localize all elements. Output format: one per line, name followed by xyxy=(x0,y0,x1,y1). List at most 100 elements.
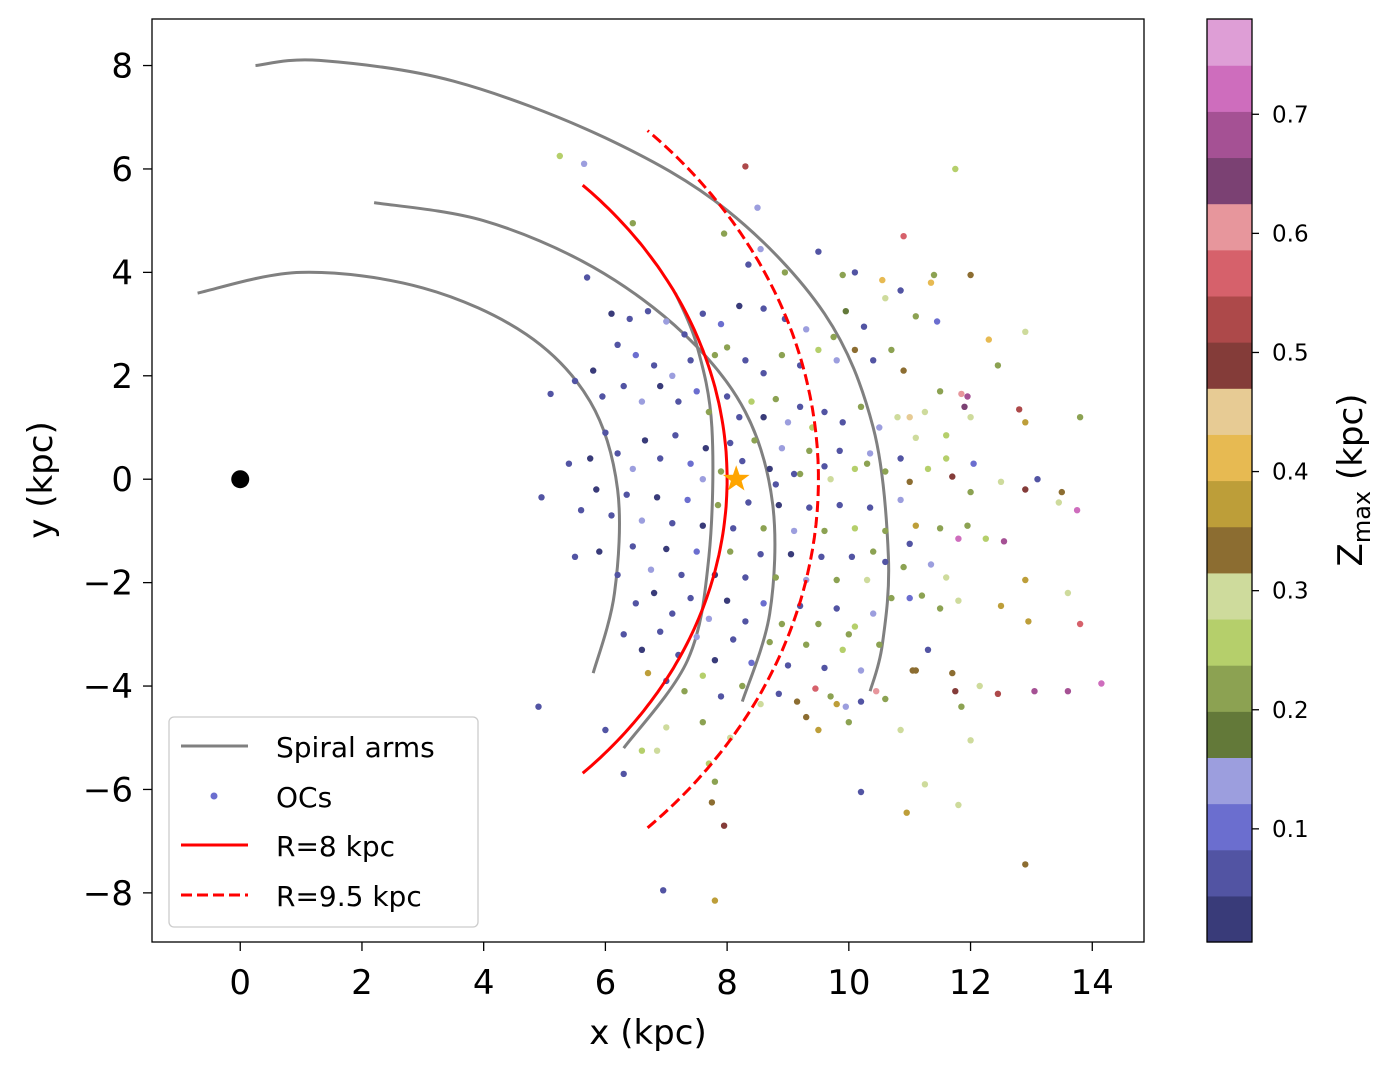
oc-point-277 xyxy=(964,522,971,529)
oc-point-194 xyxy=(918,592,926,599)
oc-point-15 xyxy=(927,279,935,286)
oc-point-12 xyxy=(839,271,846,279)
colorbar-tick-label-2: 0.3 xyxy=(1272,579,1309,605)
oc-point-134 xyxy=(699,522,706,529)
oc-point-221 xyxy=(976,682,983,690)
oc-point-239 xyxy=(897,726,904,734)
oc-point-69 xyxy=(760,414,767,421)
oc-point-274 xyxy=(943,432,950,439)
legend-label-r8: R=8 kpc xyxy=(276,830,395,863)
oc-point-19 xyxy=(882,295,889,302)
oc-point-113 xyxy=(882,468,889,475)
oc-point-7 xyxy=(720,230,728,237)
oc-point-264 xyxy=(720,822,728,829)
oc-point-17 xyxy=(967,271,974,279)
oc-point-103 xyxy=(739,457,746,465)
oc-point-5 xyxy=(900,233,907,240)
radius-circle-2 xyxy=(646,129,820,829)
oc-point-207 xyxy=(711,657,719,664)
oc-point-119 xyxy=(997,478,1005,485)
colorbar-tick-label-1: 0.2 xyxy=(1272,698,1309,724)
oc-point-22 xyxy=(985,336,992,343)
colorbar-tick-label-5: 0.6 xyxy=(1272,221,1309,247)
oc-point-176 xyxy=(943,574,950,581)
oc-point-34 xyxy=(681,331,688,338)
colorbar-segment-14 xyxy=(1207,249,1252,297)
oc-point-40 xyxy=(614,341,621,348)
plot-frame xyxy=(151,18,1145,943)
oc-point-56 xyxy=(900,367,907,374)
oc-point-83 xyxy=(964,393,971,400)
oc-point-120 xyxy=(1022,486,1029,493)
oc-point-259 xyxy=(857,788,865,796)
oc-point-30 xyxy=(760,305,767,312)
oc-point-105 xyxy=(766,465,773,473)
oc-point-8 xyxy=(745,261,752,268)
oc-point-37 xyxy=(626,315,633,323)
oc-point-13 xyxy=(851,269,859,276)
y-tick-label-0: −8 xyxy=(83,874,133,914)
colorbar-frame xyxy=(1206,18,1253,943)
colorbar-segment-19 xyxy=(1207,19,1252,66)
oc-point-127 xyxy=(593,486,600,493)
oc-point-234 xyxy=(827,693,834,700)
oc-point-237 xyxy=(873,688,880,695)
legend: Spiral arms OCs R=8 kpc R=9.5 kpc xyxy=(168,716,479,928)
oc-point-6 xyxy=(629,220,636,227)
colorbar-tick-label-3: 0.4 xyxy=(1272,460,1309,486)
y-tick-label-6: 4 xyxy=(111,253,133,293)
oc-point-80 xyxy=(921,408,929,416)
y-tick-label-5: 2 xyxy=(111,357,133,397)
colorbar-segment-1 xyxy=(1207,849,1252,897)
y-tick-label-7: 6 xyxy=(111,150,133,190)
colorbar-label: Zmax (kpc) xyxy=(1331,394,1376,567)
oc-point-32 xyxy=(717,320,725,328)
oc-point-151 xyxy=(982,535,989,542)
oc-point-162 xyxy=(693,548,700,555)
x-axis: 0 2 4 6 8 10 12 14 xyxy=(229,942,1114,1003)
oc-point-77 xyxy=(876,424,883,431)
oc-point-42 xyxy=(650,362,658,369)
oc-point-235 xyxy=(842,703,849,710)
oc-point-218 xyxy=(924,646,932,653)
oc-point-0 xyxy=(556,152,563,160)
oc-point-266 xyxy=(660,887,667,894)
oc-point-172 xyxy=(848,553,856,560)
oc-point-238 xyxy=(882,695,889,703)
y-tick-label-2: −4 xyxy=(83,667,133,707)
oc-point-195 xyxy=(936,605,944,612)
oc-point-93 xyxy=(602,429,609,436)
oc-point-185 xyxy=(760,600,767,607)
oc-point-210 xyxy=(766,638,773,646)
oc-point-273 xyxy=(863,460,871,467)
oc-point-167 xyxy=(772,574,779,581)
oc-point-63 xyxy=(675,398,682,405)
oc-point-49 xyxy=(778,351,786,359)
oc-point-122 xyxy=(1058,488,1066,496)
oc-point-24 xyxy=(994,362,1002,369)
oc-point-60 xyxy=(620,382,627,390)
colorbar-segment-2 xyxy=(1207,803,1252,851)
oc-point-152 xyxy=(1000,538,1008,545)
galactic-center-marker xyxy=(231,470,250,489)
colorbar-tick-label-6: 0.7 xyxy=(1272,102,1309,128)
oc-point-272 xyxy=(827,476,834,483)
oc-point-130 xyxy=(638,517,646,524)
oc-point-263 xyxy=(708,799,716,806)
spiral-arm-1 xyxy=(255,58,891,692)
oc-point-47 xyxy=(742,357,749,364)
oc-point-189 xyxy=(833,605,840,612)
oc-point-18 xyxy=(897,287,904,294)
oc-point-82 xyxy=(961,403,968,410)
oc-point-100 xyxy=(702,445,709,452)
oc-point-208 xyxy=(730,636,737,643)
legend-label-r95: R=9.5 kpc xyxy=(276,880,422,913)
oc-point-78 xyxy=(894,414,901,421)
oc-point-255 xyxy=(653,747,661,754)
oc-point-260 xyxy=(921,781,929,788)
oc-point-54 xyxy=(870,357,877,364)
oc-point-232 xyxy=(793,698,801,705)
oc-point-106 xyxy=(778,445,786,452)
oc-point-84 xyxy=(1016,406,1023,413)
